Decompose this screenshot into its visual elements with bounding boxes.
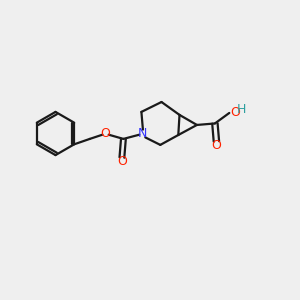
Text: O: O <box>100 127 110 140</box>
Text: H: H <box>237 103 247 116</box>
Text: O: O <box>117 155 127 168</box>
Text: O: O <box>212 139 221 152</box>
Text: O: O <box>230 106 240 119</box>
Text: N: N <box>138 127 148 140</box>
